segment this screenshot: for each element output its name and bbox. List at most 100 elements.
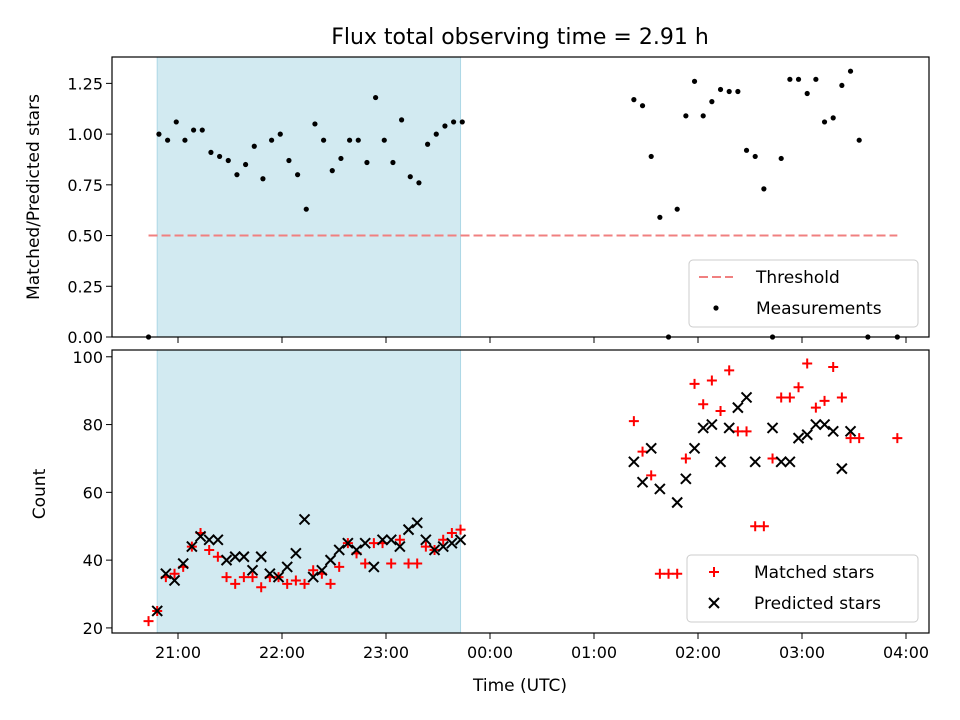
legend-label: Matched stars bbox=[754, 563, 874, 583]
matched-star-marker bbox=[767, 453, 778, 464]
measurement-point bbox=[657, 214, 663, 220]
matched-star-marker bbox=[810, 402, 821, 413]
matched-star-marker bbox=[706, 375, 717, 386]
matched-star-marker bbox=[204, 544, 215, 555]
matched-star-marker bbox=[784, 392, 795, 403]
predicted-star-marker bbox=[446, 537, 458, 549]
matched-star-marker bbox=[368, 538, 379, 549]
y-tick-label: 0.25 bbox=[67, 277, 103, 296]
predicted-star-marker bbox=[385, 534, 397, 546]
matched-star-marker bbox=[802, 358, 813, 369]
predicted-star-marker bbox=[402, 523, 415, 536]
x-tick-label: 01:00 bbox=[571, 643, 617, 662]
predicted-star-marker bbox=[203, 534, 215, 546]
measurement-point bbox=[743, 147, 750, 153]
predicted-star-marker bbox=[697, 422, 709, 434]
measurement-point bbox=[277, 131, 283, 137]
measurement-point bbox=[191, 127, 197, 133]
matched-star-marker bbox=[290, 575, 301, 586]
measurement-point bbox=[321, 137, 327, 143]
predicted-star-marker bbox=[680, 473, 692, 485]
predicted-star-marker bbox=[714, 456, 727, 468]
x-tick-label: 00:00 bbox=[467, 643, 513, 662]
matched-star-marker bbox=[628, 416, 639, 427]
measurement-point bbox=[165, 137, 171, 143]
matched-star-marker bbox=[360, 558, 371, 569]
matched-star-marker bbox=[212, 551, 223, 562]
predicted-star-marker bbox=[264, 567, 276, 580]
matched-star-marker bbox=[845, 433, 856, 444]
measurement-point bbox=[847, 68, 854, 74]
y-tick-label: 0.00 bbox=[67, 328, 103, 347]
measurement-point bbox=[399, 117, 405, 123]
y-tick-label: 0.50 bbox=[67, 227, 103, 246]
measurement-point bbox=[726, 88, 732, 95]
measurement-point bbox=[804, 90, 810, 97]
predicted-star-marker bbox=[723, 422, 735, 434]
matched-star-marker bbox=[420, 541, 431, 552]
predicted-star-marker bbox=[654, 483, 666, 495]
measurement-point bbox=[303, 206, 309, 212]
predicted-star-marker bbox=[160, 567, 172, 580]
measurement-point bbox=[347, 137, 353, 143]
matched-star-marker bbox=[256, 582, 267, 593]
measurement-point bbox=[390, 159, 396, 166]
predicted-star-marker bbox=[411, 517, 423, 529]
matched-star-marker bbox=[221, 572, 232, 583]
y-tick-label: 60 bbox=[83, 483, 103, 502]
legend-predicted-swatch bbox=[708, 597, 720, 609]
measurement-point bbox=[338, 155, 344, 162]
measurement-point bbox=[286, 157, 292, 164]
matched-star-marker bbox=[282, 578, 293, 589]
measurement-point bbox=[778, 155, 784, 162]
measurement-point bbox=[364, 159, 370, 166]
matched-star-marker bbox=[836, 392, 847, 403]
measurement-point bbox=[709, 99, 715, 105]
measurement-point bbox=[225, 157, 231, 164]
axes-frame bbox=[111, 56, 930, 338]
top-ylabel: Matched/Predicted stars bbox=[24, 94, 44, 300]
predicted-star-marker bbox=[394, 540, 406, 553]
measurement-point bbox=[243, 161, 249, 168]
measurement-point bbox=[631, 97, 637, 103]
y-tick-label: 1.00 bbox=[67, 125, 103, 144]
measurement-point bbox=[639, 103, 646, 109]
matched-star-marker bbox=[446, 528, 457, 539]
measurement-point bbox=[459, 119, 465, 125]
predicted-star-marker bbox=[359, 537, 371, 549]
predicted-star-marker bbox=[316, 564, 328, 577]
bottom-ylabel: Count bbox=[30, 468, 50, 519]
predicted-star-marker bbox=[307, 571, 319, 583]
measurement-point bbox=[234, 172, 240, 178]
predicted-star-marker bbox=[775, 456, 787, 468]
predicted-star-marker bbox=[376, 534, 389, 546]
predicted-star-marker bbox=[368, 561, 380, 573]
measurement-point bbox=[416, 180, 422, 186]
y-tick-label: 80 bbox=[83, 416, 103, 435]
predicted-star-marker bbox=[238, 551, 250, 563]
matched-star-marker bbox=[776, 392, 787, 403]
predicted-star-marker bbox=[836, 462, 848, 475]
x-tick-label: 23:00 bbox=[363, 643, 409, 662]
measurement-point bbox=[830, 115, 836, 121]
matched-star-marker bbox=[892, 433, 903, 444]
measurement-point bbox=[787, 76, 793, 82]
measurement-point bbox=[208, 149, 214, 155]
predicted-star-marker bbox=[844, 425, 857, 438]
predicted-star-marker bbox=[792, 432, 805, 444]
predicted-star-marker bbox=[437, 540, 449, 553]
matched-star-marker bbox=[334, 561, 345, 572]
matched-star-marker bbox=[732, 426, 743, 437]
shaded-interval bbox=[157, 350, 461, 633]
top-panel: 0.00 0.25 0.50 0.75 1.00 1.25 Threshold Measure… bbox=[67, 56, 930, 347]
predicted-star-marker bbox=[636, 476, 649, 488]
predicted-star-marker bbox=[255, 551, 267, 563]
predicted-star-marker bbox=[732, 401, 744, 414]
predicted-star-marker bbox=[168, 574, 181, 587]
legend-label: Predicted stars bbox=[754, 594, 881, 614]
measurement-point bbox=[761, 186, 767, 192]
x-tick-label: 04:00 bbox=[883, 643, 929, 662]
matched-star-marker bbox=[637, 446, 648, 457]
predicted-star-marker bbox=[229, 551, 241, 563]
